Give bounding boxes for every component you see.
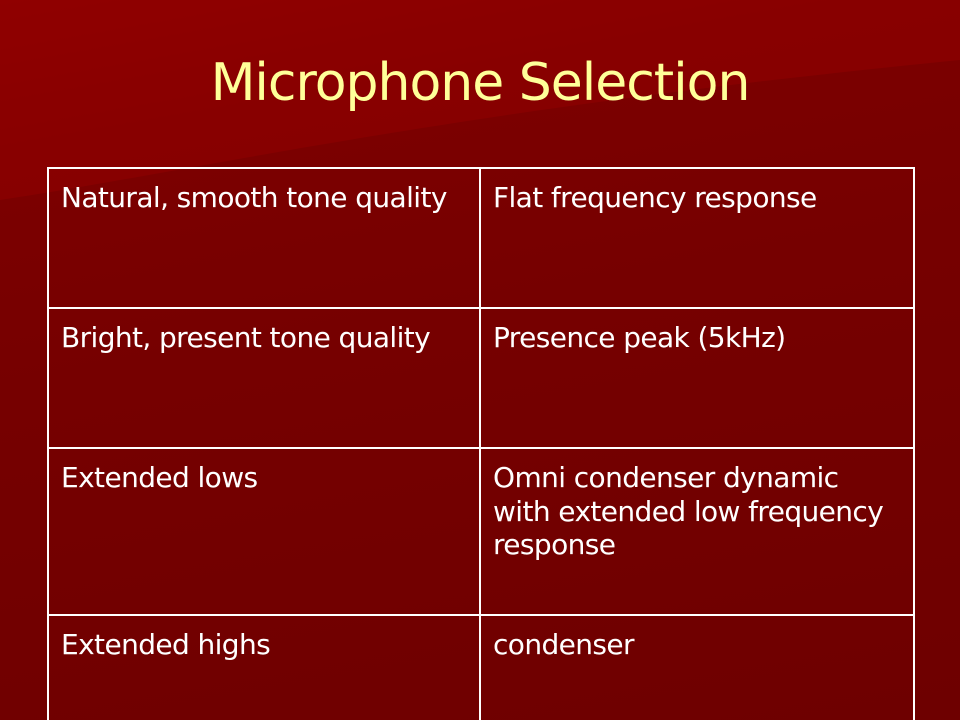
table-row: Extended lows Omni condenser dynamic wit… bbox=[47, 447, 915, 616]
table-cell-solution: Presence peak (5kHz) bbox=[479, 307, 915, 449]
table-cell-need: Extended highs bbox=[47, 614, 481, 720]
table-cell-solution: Omni condenser dynamic with extended low… bbox=[479, 447, 915, 616]
table-row: Bright, present tone quality Presence pe… bbox=[47, 307, 915, 449]
table-cell-solution: condenser bbox=[479, 614, 915, 720]
table-row: Extended highs condenser bbox=[47, 614, 915, 720]
slide-title: Microphone Selection bbox=[210, 53, 751, 113]
table-cell-need: Extended lows bbox=[47, 447, 481, 616]
table-row: Natural, smooth tone quality Flat freque… bbox=[47, 167, 915, 309]
table-cell-solution: Flat frequency response bbox=[479, 167, 915, 309]
microphone-table: Natural, smooth tone quality Flat freque… bbox=[47, 167, 915, 720]
table-cell-need: Bright, present tone quality bbox=[47, 307, 481, 449]
table-cell-need: Natural, smooth tone quality bbox=[47, 167, 481, 309]
